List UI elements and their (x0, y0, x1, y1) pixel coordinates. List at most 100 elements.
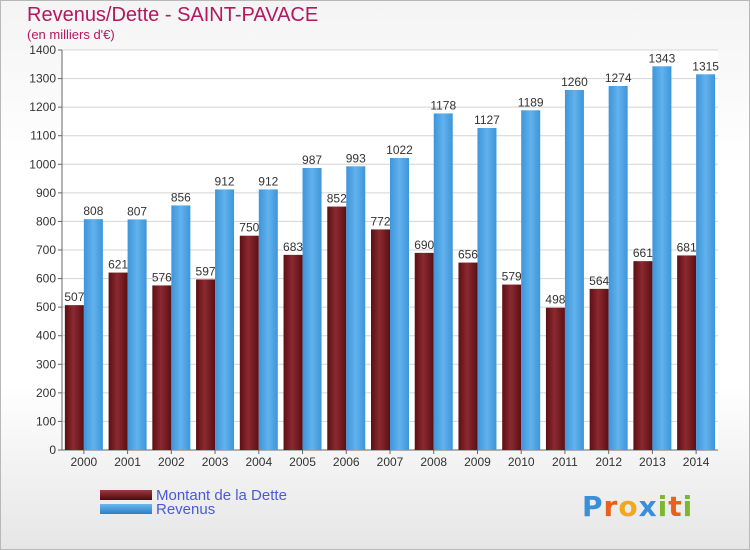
bar-dette (152, 285, 172, 450)
y-tick-label: 1300 (29, 72, 56, 86)
data-label-revenus: 1260 (561, 75, 588, 89)
legend-label-dette: Montant de la Dette (156, 486, 287, 504)
data-label-revenus: 1178 (430, 98, 456, 112)
bar-dette (545, 307, 565, 450)
data-label-revenus: 856 (171, 190, 191, 204)
bar-dette (589, 288, 609, 450)
data-label-dette: 656 (458, 248, 478, 262)
y-tick-label: 0 (49, 443, 56, 457)
y-tick-label: 1000 (29, 157, 56, 171)
logo-letter: r (603, 490, 619, 523)
chart-title: Revenus/Dette - SAINT-PAVACE (27, 4, 319, 26)
legend-item-revenus: Revenus (100, 500, 216, 518)
legend-item-dette: Montant de la Dette (100, 486, 287, 504)
y-tick-label: 300 (36, 357, 56, 371)
x-tick-label: 2011 (552, 455, 578, 469)
x-tick-label: 2008 (420, 455, 447, 469)
data-label-revenus: 1315 (692, 59, 719, 73)
bar-revenus (477, 128, 497, 450)
data-label-dette: 597 (196, 264, 216, 278)
data-label-dette: 579 (502, 270, 522, 284)
data-label-revenus: 912 (215, 174, 235, 188)
bar-dette (327, 206, 347, 450)
y-tick-label: 900 (36, 186, 56, 200)
logo-letter: o (618, 490, 639, 523)
bar-dette (502, 284, 522, 450)
data-label-revenus: 1127 (474, 113, 500, 127)
data-label-revenus: 807 (127, 204, 147, 218)
bar-revenus (258, 189, 278, 450)
x-tick-label: 2004 (245, 455, 272, 469)
legend-swatch-revenus (100, 504, 152, 514)
x-tick-label: 2003 (202, 455, 229, 469)
chart-subtitle: (en milliers d'€) (27, 27, 115, 42)
bar-dette (283, 254, 303, 450)
bar-dette (64, 305, 84, 450)
y-tick-label: 700 (36, 243, 56, 257)
y-tick-label: 1400 (29, 43, 56, 57)
y-tick-label: 200 (36, 386, 56, 400)
bar-dette (458, 262, 478, 450)
data-label-revenus: 987 (302, 153, 322, 167)
x-tick-label: 2009 (464, 455, 491, 469)
legend-label-revenus: Revenus (156, 500, 216, 518)
y-tick-label: 1200 (29, 100, 56, 114)
data-label-dette: 683 (283, 240, 303, 254)
data-label-dette: 621 (108, 258, 128, 272)
bar-revenus (608, 86, 628, 450)
data-label-dette: 661 (633, 246, 653, 260)
y-tick-label: 800 (36, 214, 56, 228)
bar-dette (677, 255, 697, 450)
bar-dette (196, 279, 216, 450)
legend-swatch-dette (100, 490, 152, 500)
bar-dette (633, 261, 653, 450)
data-label-dette: 772 (370, 214, 390, 228)
logo-letter: P (582, 490, 604, 523)
bar-revenus (302, 168, 322, 450)
bar-revenus (346, 166, 366, 451)
logo-letter: i (657, 490, 669, 523)
bar-revenus (652, 66, 672, 451)
bar-dette (414, 252, 434, 450)
bar-revenus (83, 219, 103, 450)
bar-dette (371, 229, 390, 450)
data-label-dette: 498 (545, 293, 565, 307)
bar-dette (239, 235, 259, 450)
data-label-dette: 750 (239, 221, 259, 235)
bar-revenus (564, 90, 584, 450)
x-tick-label: 2012 (595, 455, 622, 469)
logo-letter: t (668, 490, 683, 523)
bar-revenus (171, 205, 191, 450)
x-tick-label: 2014 (683, 455, 710, 469)
logo-letter: x (638, 490, 658, 523)
data-label-revenus: 1343 (649, 51, 676, 65)
data-label-dette: 564 (589, 274, 609, 288)
data-label-dette: 576 (152, 270, 172, 284)
bar-revenus (215, 189, 235, 450)
data-label-revenus: 993 (346, 151, 366, 165)
bar-dette (108, 272, 128, 450)
bar-revenus (390, 158, 409, 450)
data-label-dette: 690 (414, 238, 434, 252)
bar-revenus (127, 219, 147, 450)
data-label-revenus: 808 (83, 204, 103, 218)
y-tick-label: 500 (36, 300, 56, 314)
bar-revenus (521, 110, 541, 451)
y-tick-label: 400 (36, 329, 56, 343)
data-label-revenus: 1022 (386, 143, 413, 157)
y-tick-label: 1100 (30, 129, 56, 143)
data-label-dette: 681 (677, 240, 697, 254)
x-tick-label: 2006 (333, 455, 360, 469)
bar-revenus (696, 74, 716, 451)
x-tick-label: 2013 (639, 455, 666, 469)
logo-letter: i (682, 490, 694, 523)
bar-revenus (433, 113, 453, 450)
x-tick-label: 2000 (71, 455, 98, 469)
data-label-revenus: 1274 (605, 71, 632, 85)
x-tick-label: 2010 (508, 455, 535, 469)
data-label-dette: 507 (64, 290, 84, 304)
data-label-revenus: 1189 (518, 95, 544, 109)
data-label-revenus: 912 (258, 174, 278, 188)
x-tick-label: 2005 (289, 455, 316, 469)
